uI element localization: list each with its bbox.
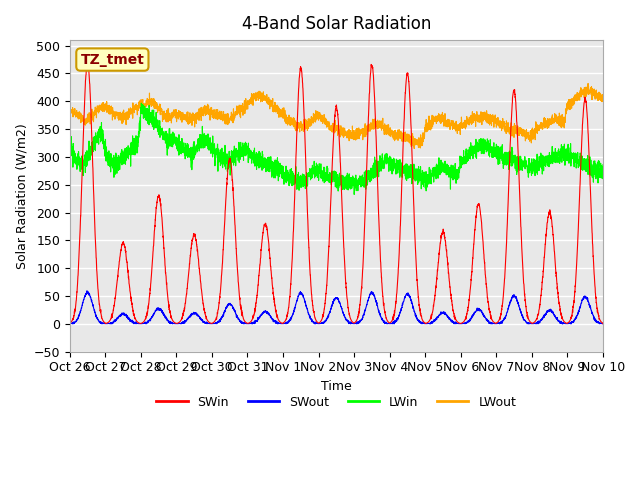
X-axis label: Time: Time [321, 380, 352, 393]
LWout [599, 95, 607, 101]
SWout [599, 321, 607, 326]
SWout [599, 321, 607, 326]
SWout [548, 309, 556, 314]
LWout [388, 128, 396, 134]
Line: SWout: SWout [70, 291, 603, 324]
LWout [397, 131, 405, 136]
LWout [180, 115, 188, 121]
LWin [138, 100, 145, 106]
SWout [83, 288, 91, 294]
SWin [599, 320, 607, 326]
LWin [599, 167, 607, 173]
SWin [599, 321, 607, 326]
SWout [66, 321, 74, 326]
LWin [398, 168, 406, 173]
LWin [180, 150, 188, 156]
Title: 4-Band Solar Radiation: 4-Band Solar Radiation [242, 15, 431, 33]
LWout [410, 145, 418, 151]
SWin [66, 320, 74, 326]
SWout [388, 320, 396, 326]
LWout [584, 81, 592, 86]
SWin [388, 317, 396, 323]
SWin [84, 59, 92, 64]
Y-axis label: Solar Radiation (W/m2): Solar Radiation (W/m2) [15, 123, 28, 269]
SWout [215, 318, 223, 324]
SWin [215, 302, 223, 308]
SWin [548, 224, 556, 229]
Line: SWin: SWin [70, 61, 603, 324]
LWin [548, 148, 556, 154]
LWout [599, 95, 607, 101]
Line: LWin: LWin [70, 103, 603, 194]
SWout [180, 319, 188, 324]
SWout [398, 305, 406, 311]
SWin [397, 188, 405, 193]
LWout [548, 112, 556, 118]
LWin [215, 149, 223, 155]
Legend: SWin, SWout, LWin, LWout: SWin, SWout, LWin, LWout [151, 391, 522, 414]
Text: TZ_tmet: TZ_tmet [81, 53, 144, 67]
LWin [66, 134, 74, 140]
LWin [388, 164, 396, 170]
LWin [350, 192, 358, 197]
SWout [68, 321, 76, 326]
LWout [215, 114, 223, 120]
LWout [66, 108, 74, 114]
Line: LWout: LWout [70, 84, 603, 148]
LWin [599, 162, 607, 168]
SWin [180, 307, 188, 312]
